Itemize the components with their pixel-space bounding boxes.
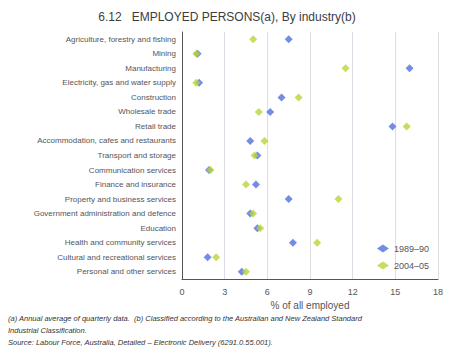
svg-text:Electricity, gas and water sup: Electricity, gas and water supply (62, 78, 176, 87)
svg-text:Manufacturing: Manufacturing (125, 64, 176, 73)
svg-text:6: 6 (265, 287, 270, 297)
svg-text:1989–90: 1989–90 (394, 244, 429, 254)
svg-text:15: 15 (390, 287, 400, 297)
svg-text:Source: Labour Force, Australi: Source: Labour Force, Australia, Detaile… (8, 338, 273, 347)
svg-text:Education: Education (140, 224, 176, 233)
svg-text:6.12 EMPLOYED PERSONS(a), By: 6.12 EMPLOYED PERSONS(a), By industry(b) (98, 10, 355, 24)
svg-text:3: 3 (222, 287, 227, 297)
svg-text:Communication services: Communication services (89, 166, 176, 175)
svg-text:Wholesale trade: Wholesale trade (118, 107, 176, 116)
svg-text:Agriculture, forestry and fish: Agriculture, forestry and fishing (66, 35, 176, 44)
svg-text:Finance and insurance: Finance and insurance (95, 180, 176, 189)
svg-text:12: 12 (348, 287, 358, 297)
svg-text:Industrial Classification.: Industrial Classification. (8, 326, 87, 335)
svg-text:Property and business services: Property and business services (65, 195, 176, 204)
svg-text:0: 0 (179, 287, 184, 297)
svg-text:(a) Annual average of quarterl: (a) Annual average of quarterly data. (b… (8, 314, 363, 323)
svg-text:2004–05: 2004–05 (394, 261, 429, 271)
svg-text:Construction: Construction (131, 93, 176, 102)
svg-text:9: 9 (307, 287, 312, 297)
svg-text:18: 18 (433, 287, 443, 297)
svg-text:Retail trade: Retail trade (135, 122, 176, 131)
svg-text:Personal and other services: Personal and other services (77, 267, 176, 276)
svg-text:% of all employed: % of all employed (271, 300, 350, 311)
svg-text:Mining: Mining (152, 49, 176, 58)
svg-text:Government administration and: Government administration and defence (34, 209, 177, 218)
svg-text:Health and community services: Health and community services (65, 238, 176, 247)
svg-text:Cultural and recreational serv: Cultural and recreational services (57, 253, 176, 262)
svg-text:Accommodation, cafes and resta: Accommodation, cafes and restaurants (37, 136, 176, 145)
svg-text:Transport and storage: Transport and storage (98, 151, 177, 160)
